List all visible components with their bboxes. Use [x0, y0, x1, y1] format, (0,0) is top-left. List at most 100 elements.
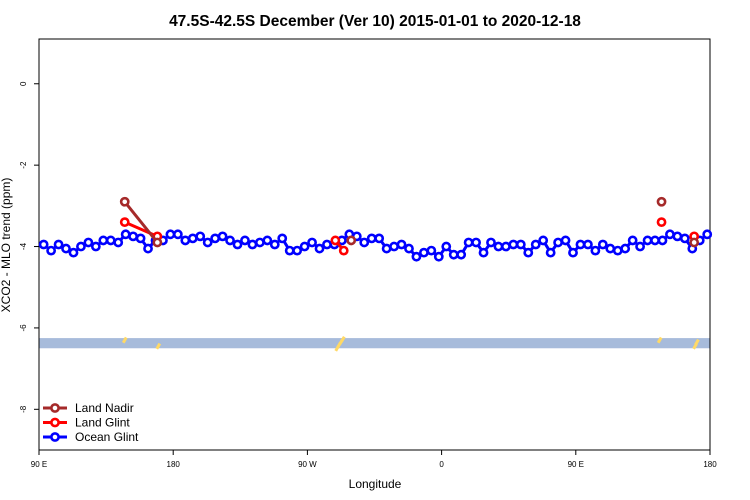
y-tick-label: -8: [19, 405, 28, 413]
ocean-glint-point: [560, 235, 571, 246]
ocean-glint-point: [366, 233, 377, 244]
ocean-glint-point: [83, 237, 94, 248]
ocean-glint-point: [61, 243, 71, 254]
ocean-glint-point: [657, 235, 668, 246]
legend-item-land-glint: Land Glint: [43, 416, 130, 430]
legend-marker: [50, 417, 60, 428]
ocean-glint-point: [46, 245, 57, 256]
land-nadir-point: [656, 196, 667, 207]
land-glint-point: [656, 217, 667, 228]
ocean-glint-point: [620, 243, 631, 254]
ocean-glint-point: [404, 243, 414, 254]
ocean-glint-point: [478, 247, 489, 258]
legend-label: Ocean Glint: [75, 430, 139, 444]
ocean-glint-point: [545, 247, 556, 258]
ocean-glint-point: [165, 229, 176, 240]
ocean-glint-point: [240, 235, 250, 246]
ocean-glint-point: [98, 235, 109, 246]
ocean-glint-point: [143, 243, 153, 254]
ocean-glint-point: [105, 235, 116, 246]
ocean-glint-point: [135, 233, 146, 244]
ocean-glint-point: [575, 239, 586, 250]
ocean-glint-point: [76, 241, 86, 252]
ocean-glint-point: [672, 231, 683, 242]
ocean-glint-point: [120, 229, 131, 240]
y-tick-label: -4: [19, 242, 28, 250]
y-axis-label: XCO2 - MLO trend (ppm): [0, 178, 13, 313]
series-land-glint: [119, 217, 700, 256]
legend-marker: [50, 403, 60, 413]
ocean-glint-point: [702, 229, 713, 240]
ocean-glint-point: [322, 239, 332, 250]
ocean-glint-point: [187, 233, 198, 244]
ocean-glint-point: [583, 239, 593, 250]
ocean-glint-point: [679, 233, 690, 244]
land-marker: [694, 338, 700, 346]
ocean-glint-point: [396, 239, 407, 250]
ocean-glint-point: [292, 245, 303, 256]
ocean-glint-point: [284, 245, 295, 256]
ocean-glint-point: [486, 237, 496, 248]
ocean-glint-point: [381, 243, 392, 254]
series-ocean-glint: [38, 229, 713, 262]
ocean-glint-point: [232, 239, 243, 250]
ocean-glint-point: [523, 247, 534, 258]
ocean-glint-point: [180, 235, 191, 246]
ocean-glint-point: [650, 235, 660, 246]
ocean-glint-point: [642, 235, 653, 246]
ocean-glint-point: [90, 241, 101, 252]
ocean-glint-point: [217, 231, 228, 242]
y-tick-label: -2: [19, 161, 28, 169]
ocean-glint-point: [590, 245, 601, 256]
ocean-glint-point: [359, 237, 370, 248]
series-land-nadir: [119, 196, 700, 248]
ocean-glint-point: [128, 231, 139, 242]
x-tick-label: 180: [167, 460, 181, 469]
ocean-glint-point: [254, 237, 265, 248]
chart-title: 47.5S-42.5S December (Ver 10) 2015-01-01…: [169, 13, 581, 30]
ocean-glint-point: [597, 239, 608, 250]
x-tick-label: 90 E: [31, 460, 47, 469]
ocean-glint-point: [299, 241, 310, 252]
ocean-glint-point: [471, 237, 481, 248]
ocean-glint-point: [463, 237, 474, 248]
ocean-glint-point: [38, 239, 49, 250]
ocean-glint-point: [568, 247, 578, 258]
ocean-glint-point: [269, 239, 280, 250]
ocean-glint-point: [262, 235, 273, 246]
land-marker: [155, 342, 162, 350]
ocean-glint-point: [515, 239, 526, 250]
ocean-glint-point: [456, 249, 467, 260]
ocean-glint-point: [314, 243, 325, 254]
legend-label: Land Nadir: [75, 401, 134, 415]
ocean-glint-point: [411, 251, 422, 262]
ocean-glint-point: [441, 241, 452, 252]
x-tick-label: 90 W: [298, 460, 317, 469]
ocean-glint-point: [493, 241, 504, 252]
land-nadir-point: [689, 237, 700, 248]
ocean-glint-point: [627, 235, 638, 246]
x-axis-label: Longitude: [349, 477, 402, 491]
x-tick-label: 0: [439, 460, 444, 469]
ocean-glint-point: [665, 229, 675, 240]
y-tick-label: 0: [19, 81, 28, 86]
land-glint-point: [330, 235, 341, 246]
ocean-glint-point: [53, 239, 64, 250]
ocean-glint-point: [612, 245, 623, 256]
land-nadir-point: [346, 235, 357, 246]
legend-item-land-nadir: Land Nadir: [43, 401, 134, 415]
land-glint-point: [338, 245, 349, 256]
ocean-glint-point: [635, 241, 646, 252]
ocean-glint-point: [195, 231, 206, 242]
ocean-glint-point: [448, 249, 459, 260]
ocean-glint-point: [172, 229, 183, 240]
ocean-glint-point: [418, 247, 429, 258]
land-marker: [121, 336, 128, 344]
x-tick-label: 180: [703, 460, 717, 469]
ocean-glint-point: [68, 247, 79, 258]
legend-label: Land Glint: [75, 416, 130, 430]
land-marker: [340, 335, 346, 343]
legend-marker: [50, 432, 60, 442]
